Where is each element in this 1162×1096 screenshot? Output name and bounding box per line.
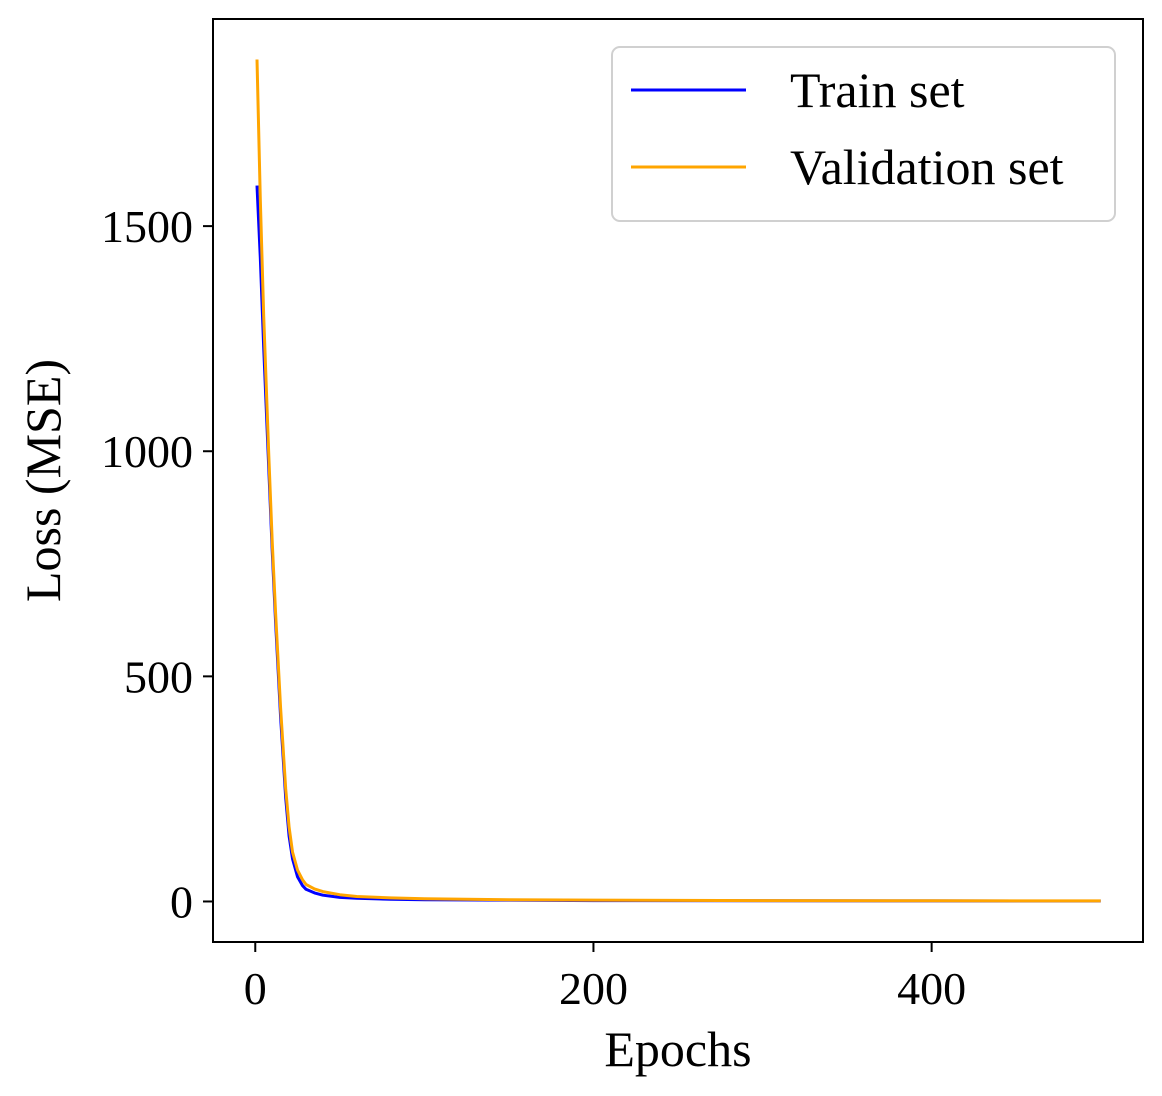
y-tick-label: 0 bbox=[170, 876, 193, 927]
y-tick-label: 500 bbox=[124, 651, 193, 702]
x-tick-label: 200 bbox=[559, 963, 628, 1014]
x-axis: 0 200 400 bbox=[244, 942, 966, 1014]
x-tick-label: 400 bbox=[897, 963, 966, 1014]
series-line-validation bbox=[255, 59, 1101, 903]
y-tick-label: 1500 bbox=[101, 201, 193, 252]
y-tick-label: 1000 bbox=[101, 426, 193, 477]
legend-label-train: Train set bbox=[790, 62, 965, 118]
legend: Train set Validation set bbox=[611, 46, 1116, 222]
x-tick-label: 0 bbox=[244, 963, 267, 1014]
plot-area bbox=[212, 18, 1144, 943]
series-layer bbox=[255, 59, 1101, 903]
x-axis-label: Epochs bbox=[604, 1021, 751, 1077]
y-axis: 0 500 1000 1500 bbox=[101, 201, 213, 927]
series-line-train bbox=[255, 185, 1101, 903]
y-axis-label: Loss (MSE) bbox=[15, 359, 71, 602]
legend-label-validation: Validation set bbox=[790, 139, 1064, 195]
